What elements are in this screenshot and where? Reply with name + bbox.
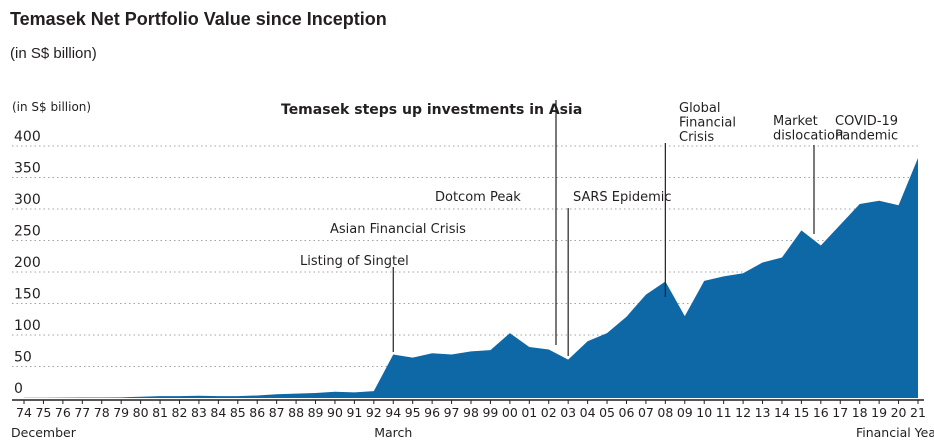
x-tick-label-88: 88 <box>288 405 304 420</box>
portfolio-value-area <box>24 157 918 398</box>
x-tick-label-95: 95 <box>405 405 421 420</box>
x-tick-label-92: 92 <box>366 405 382 420</box>
y-tick-label-300: 300 <box>14 192 41 208</box>
x-tick-label-08: 08 <box>657 405 673 420</box>
x-tick-label-10: 10 <box>696 405 712 420</box>
annotation-covid-19-pandemic-line-1: COVID-19 <box>835 114 898 129</box>
x-tick-label-11: 11 <box>716 405 732 420</box>
annotation-dotcom-peak: Dotcom Peak <box>435 190 521 205</box>
annotation-temasek-steps-up-investments-in-asia: Temasek steps up investments in Asia <box>281 102 582 118</box>
y-tick-label-350: 350 <box>14 161 41 177</box>
chart-title: Temasek Net Portfolio Value since Incept… <box>10 9 387 29</box>
x-sublabel-march: March <box>374 425 412 440</box>
annotation-listing-of-singtel: Listing of Singtel <box>300 254 409 269</box>
y-tick-label-200: 200 <box>14 255 41 271</box>
y-tick-label-150: 150 <box>14 287 41 303</box>
y-tick-label-400: 400 <box>14 129 41 145</box>
x-tick-label-86: 86 <box>249 405 265 420</box>
x-tick-label-74: 74 <box>16 405 32 420</box>
x-tick-label-81: 81 <box>152 405 168 420</box>
x-tick-label-78: 78 <box>94 405 110 420</box>
x-tick-label-17: 17 <box>832 405 848 420</box>
x-tick-label-16: 16 <box>813 405 829 420</box>
annotation-global-financial-crisis-line-3: Crisis <box>679 130 714 145</box>
annotation-market-dislocation-line-2: dislocation <box>773 129 843 144</box>
x-tick-label-91: 91 <box>346 405 362 420</box>
x-tick-label-07: 07 <box>638 405 654 420</box>
x-tick-label-12: 12 <box>735 405 751 420</box>
annotation-covid-19-pandemic-line-2: Pandemic <box>835 129 898 144</box>
x-tick-label-82: 82 <box>172 405 188 420</box>
x-tick-label-75: 75 <box>35 405 51 420</box>
x-tick-label-14: 14 <box>774 405 790 420</box>
x-tick-label-18: 18 <box>852 405 868 420</box>
x-tick-label-79: 79 <box>113 405 129 420</box>
chart-subtitle: (in S$ billion) <box>10 45 97 62</box>
x-tick-label-06: 06 <box>619 405 635 420</box>
x-tick-label-85: 85 <box>230 405 246 420</box>
x-tick-label-13: 13 <box>755 405 771 420</box>
y-tick-label-100: 100 <box>14 318 41 334</box>
x-tick-label-15: 15 <box>793 405 809 420</box>
x-sublabel-financial-year: Financial Year <box>856 425 934 440</box>
x-tick-label-19: 19 <box>871 405 887 420</box>
x-tick-label-03: 03 <box>560 405 576 420</box>
x-tick-label-02: 02 <box>541 405 557 420</box>
x-tick-label-76: 76 <box>55 405 71 420</box>
x-tick-label-83: 83 <box>191 405 207 420</box>
x-tick-label-96: 96 <box>424 405 440 420</box>
x-tick-label-90: 90 <box>327 405 343 420</box>
y-tick-label-250: 250 <box>14 224 41 240</box>
annotation-market-dislocation-line-1: Market <box>773 114 818 129</box>
x-tick-label-01: 01 <box>521 405 537 420</box>
x-tick-label-89: 89 <box>308 405 324 420</box>
y-axis-label: (in S$ billion) <box>12 100 91 114</box>
x-tick-label-00: 00 <box>502 405 518 420</box>
x-tick-label-98: 98 <box>463 405 479 420</box>
annotation-global-financial-crisis-line-2: Financial <box>679 116 736 131</box>
y-tick-label-50: 50 <box>14 350 32 366</box>
x-tick-label-21: 21 <box>910 405 926 420</box>
x-tick-label-77: 77 <box>74 405 90 420</box>
annotation-asian-financial-crisis: Asian Financial Crisis <box>330 222 466 237</box>
x-tick-label-05: 05 <box>599 405 615 420</box>
x-tick-label-80: 80 <box>133 405 149 420</box>
x-sublabel-december: December <box>11 425 77 440</box>
x-tick-label-87: 87 <box>269 405 285 420</box>
x-tick-label-20: 20 <box>891 405 907 420</box>
x-tick-label-94: 94 <box>385 405 401 420</box>
x-tick-label-99: 99 <box>482 405 498 420</box>
x-tick-label-84: 84 <box>210 405 226 420</box>
x-tick-label-97: 97 <box>444 405 460 420</box>
y-tick-label-0: 0 <box>14 381 23 397</box>
annotation-sars-epidemic: SARS Epidemic <box>573 190 672 205</box>
annotation-global-financial-crisis-line-1: Global <box>679 101 720 116</box>
x-tick-label-04: 04 <box>580 405 596 420</box>
x-tick-label-09: 09 <box>677 405 693 420</box>
